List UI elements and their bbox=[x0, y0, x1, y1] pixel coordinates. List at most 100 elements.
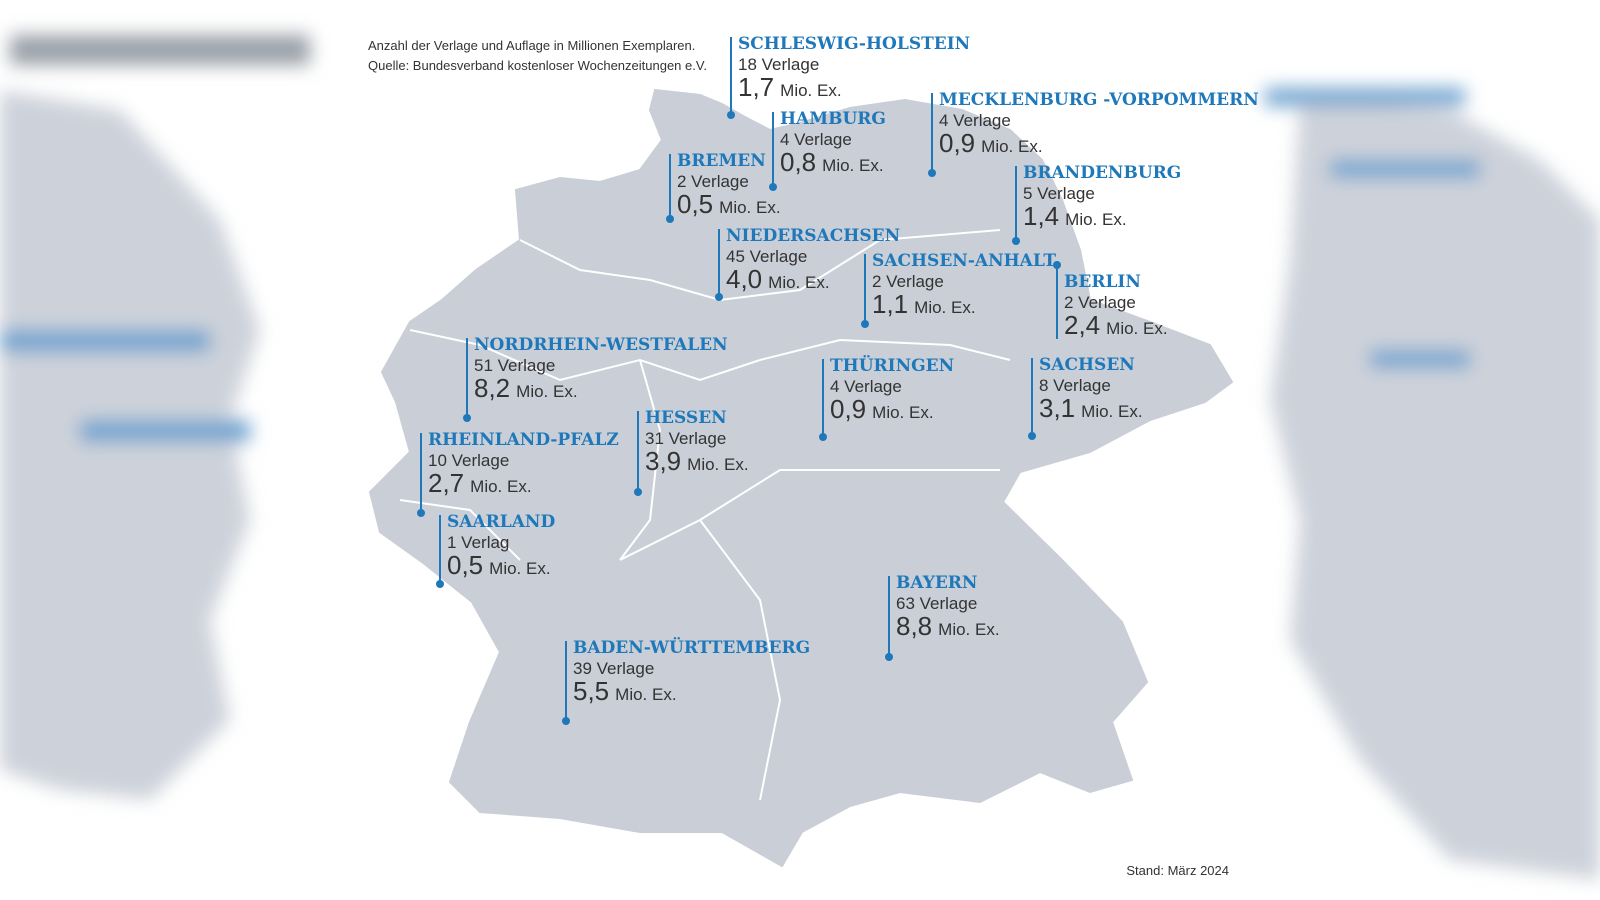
location-dot bbox=[666, 215, 674, 223]
publisher-count: 10 Verlage bbox=[428, 451, 509, 470]
circulation: 1,7 Mio. Ex. bbox=[738, 72, 842, 102]
circulation-value: 3,1 bbox=[1039, 393, 1075, 423]
circulation: 0,5 Mio. Ex. bbox=[677, 189, 781, 219]
subtitle: Anzahl der Verlage und Auflage in Millio… bbox=[368, 38, 695, 53]
circulation-unit: Mio. Ex. bbox=[768, 273, 829, 292]
circulation-value: 0,9 bbox=[939, 128, 975, 158]
circulation-unit: Mio. Ex. bbox=[1065, 210, 1126, 229]
publisher-count: 45 Verlage bbox=[726, 247, 807, 266]
circulation-unit: Mio. Ex. bbox=[489, 559, 550, 578]
circulation-unit: Mio. Ex. bbox=[719, 198, 780, 217]
region-name: BREMEN bbox=[677, 151, 766, 171]
location-dot bbox=[715, 293, 723, 301]
germany-map bbox=[368, 88, 1234, 868]
circulation: 5,5 Mio. Ex. bbox=[573, 676, 677, 706]
circulation: 0,9 Mio. Ex. bbox=[830, 394, 934, 424]
publisher-count: 51 Verlage bbox=[474, 356, 555, 375]
circulation-unit: Mio. Ex. bbox=[780, 81, 841, 100]
circulation-unit: Mio. Ex. bbox=[687, 455, 748, 474]
circulation-unit: Mio. Ex. bbox=[822, 156, 883, 175]
publisher-count: 8 Verlage bbox=[1039, 376, 1111, 395]
source: Quelle: Bundesverband kostenloser Wochen… bbox=[368, 58, 707, 73]
circulation-unit: Mio. Ex. bbox=[914, 298, 975, 317]
circulation: 1,4 Mio. Ex. bbox=[1023, 201, 1127, 231]
location-dot bbox=[463, 414, 471, 422]
region-name: BADEN-WÜRTTEMBERG bbox=[573, 637, 810, 658]
publisher-count: 63 Verlage bbox=[896, 594, 977, 613]
circulation: 2,4 Mio. Ex. bbox=[1064, 310, 1168, 340]
blurred-background bbox=[0, 35, 1600, 880]
publisher-count: 5 Verlage bbox=[1023, 184, 1095, 203]
circulation: 3,1 Mio. Ex. bbox=[1039, 393, 1143, 423]
publisher-count: 4 Verlage bbox=[830, 377, 902, 396]
circulation-value: 2,4 bbox=[1064, 310, 1100, 340]
circulation: 0,9 Mio. Ex. bbox=[939, 128, 1043, 158]
circulation-value: 0,9 bbox=[830, 394, 866, 424]
location-dot bbox=[861, 320, 869, 328]
circulation: 1,1 Mio. Ex. bbox=[872, 289, 976, 319]
region-name: SACHSEN bbox=[1039, 355, 1135, 375]
publisher-count: 18 Verlage bbox=[738, 55, 819, 74]
circulation-value: 1,7 bbox=[738, 72, 774, 102]
circulation-value: 5,5 bbox=[573, 676, 609, 706]
circulation-value: 0,8 bbox=[780, 147, 816, 177]
location-dot bbox=[885, 653, 893, 661]
circulation-unit: Mio. Ex. bbox=[516, 382, 577, 401]
circulation-unit: Mio. Ex. bbox=[981, 137, 1042, 156]
region-name: BERLIN bbox=[1064, 272, 1141, 292]
location-dot bbox=[819, 433, 827, 441]
location-dot bbox=[562, 717, 570, 725]
publisher-count: 2 Verlage bbox=[872, 272, 944, 291]
circulation-unit: Mio. Ex. bbox=[1081, 402, 1142, 421]
publisher-count: 4 Verlage bbox=[939, 111, 1011, 130]
region-name: RHEINLAND-PFALZ bbox=[428, 430, 619, 450]
region-name: BAYERN bbox=[896, 573, 977, 593]
circulation-value: 1,4 bbox=[1023, 201, 1059, 231]
circulation: 2,7 Mio. Ex. bbox=[428, 468, 532, 498]
region-name: NIEDERSACHSEN bbox=[726, 226, 900, 246]
location-dot bbox=[1012, 237, 1020, 245]
region-name: SCHLESWIG-HOLSTEIN bbox=[738, 34, 970, 54]
location-dot bbox=[1053, 261, 1061, 269]
circulation-value: 1,1 bbox=[872, 289, 908, 319]
region-name: NORDRHEIN-WESTFALEN bbox=[474, 335, 728, 355]
circulation: 0,5 Mio. Ex. bbox=[447, 550, 551, 580]
publisher-count: 2 Verlage bbox=[677, 172, 749, 191]
circulation-unit: Mio. Ex. bbox=[470, 477, 531, 496]
publisher-count: 31 Verlage bbox=[645, 429, 726, 448]
circulation-value: 8,2 bbox=[474, 373, 510, 403]
circulation-unit: Mio. Ex. bbox=[872, 403, 933, 422]
circulation-value: 4,0 bbox=[726, 264, 762, 294]
location-dot bbox=[727, 111, 735, 119]
circulation-unit: Mio. Ex. bbox=[1106, 319, 1167, 338]
circulation: 3,9 Mio. Ex. bbox=[645, 446, 749, 476]
publisher-count: 4 Verlage bbox=[780, 130, 852, 149]
circulation-value: 8,8 bbox=[896, 611, 932, 641]
region-name: SAARLAND bbox=[447, 512, 555, 532]
location-dot bbox=[436, 580, 444, 588]
circulation: 4,0 Mio. Ex. bbox=[726, 264, 830, 294]
location-dot bbox=[417, 509, 425, 517]
region-name: MECKLENBURG -VORPOMMERN bbox=[939, 90, 1259, 110]
location-dot bbox=[769, 183, 777, 191]
region-name: BRANDENBURG bbox=[1023, 163, 1181, 183]
state-borders bbox=[399, 229, 1011, 801]
circulation: 0,8 Mio. Ex. bbox=[780, 147, 884, 177]
circulation-unit: Mio. Ex. bbox=[615, 685, 676, 704]
circulation-value: 3,9 bbox=[645, 446, 681, 476]
publisher-count: 1 Verlag bbox=[447, 533, 509, 552]
publisher-count: 2 Verlage bbox=[1064, 293, 1136, 312]
circulation-value: 0,5 bbox=[677, 189, 713, 219]
region-name: HAMBURG bbox=[780, 109, 886, 129]
circulation-value: 0,5 bbox=[447, 550, 483, 580]
circulation-unit: Mio. Ex. bbox=[938, 620, 999, 639]
location-dot bbox=[928, 169, 936, 177]
circulation-value: 2,7 bbox=[428, 468, 464, 498]
region-name: SACHSEN-ANHALT bbox=[872, 251, 1056, 271]
region-name: THÜRINGEN bbox=[830, 355, 954, 376]
circulation: 8,8 Mio. Ex. bbox=[896, 611, 1000, 641]
circulation: 8,2 Mio. Ex. bbox=[474, 373, 578, 403]
publisher-count: 39 Verlage bbox=[573, 659, 654, 678]
